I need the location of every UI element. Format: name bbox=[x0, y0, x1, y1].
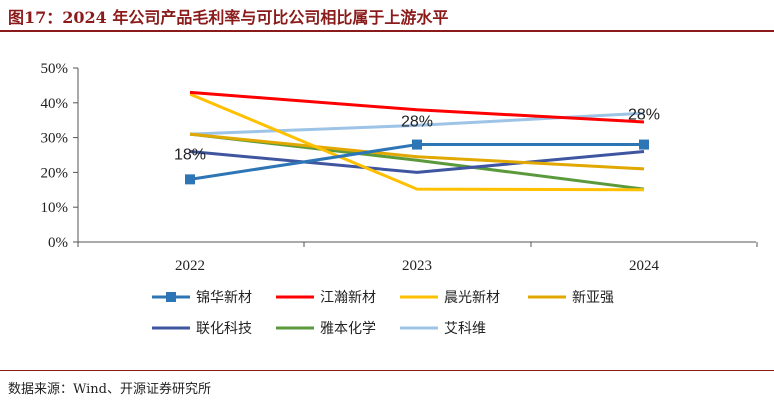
source-note: 数据来源：Wind、开源证券研究所 bbox=[8, 382, 211, 397]
legend-label: 雅本化学 bbox=[320, 321, 376, 337]
chart-series bbox=[185, 90, 649, 192]
x-tick-label: 2023 bbox=[402, 258, 432, 274]
y-tick-label: 20% bbox=[41, 165, 69, 181]
y-tick-label: 30% bbox=[41, 131, 69, 147]
data-label: 18% bbox=[174, 146, 206, 163]
series-line-4 bbox=[189, 132, 645, 171]
x-tick-label: 2022 bbox=[175, 258, 205, 274]
legend-label: 新亚强 bbox=[572, 290, 614, 306]
legend-label: 艾科维 bbox=[444, 321, 486, 337]
legend-label: 锦华新材 bbox=[196, 289, 252, 306]
series-line-3 bbox=[189, 92, 645, 192]
data-label: 28% bbox=[401, 114, 433, 131]
legend-label: 联化科技 bbox=[196, 321, 252, 337]
x-axis-ticks: 2022 2023 2024 bbox=[77, 242, 758, 274]
title-rule bbox=[0, 30, 774, 32]
series-line-1 bbox=[189, 143, 644, 181]
series-point-marker bbox=[185, 174, 195, 185]
y-tick-label: 0% bbox=[48, 235, 68, 251]
chart-axes bbox=[77, 68, 756, 243]
line-chart: 0% 10% 20% 30% 40% 50% 2022 2023 2024 18% 28% 28%… bbox=[41, 61, 758, 337]
data-label: 28% bbox=[628, 107, 660, 124]
x-tick-label: 2024 bbox=[629, 258, 660, 274]
legend-label: 晨光新材 bbox=[444, 290, 500, 306]
y-tick-label: 40% bbox=[41, 96, 69, 112]
legend-marker bbox=[166, 292, 176, 302]
y-tick-label: 10% bbox=[41, 200, 69, 216]
series-line-2 bbox=[189, 90, 645, 124]
source-rule bbox=[0, 370, 774, 371]
figure-title: 图17：2024 年公司产品毛利率与可比公司相比属于上游水平 bbox=[8, 8, 449, 27]
series-line-5 bbox=[189, 150, 645, 174]
data-labels: 18% 28% 28% bbox=[174, 107, 660, 164]
series-point-marker bbox=[412, 139, 422, 150]
y-axis-ticks: 0% 10% 20% 30% 40% 50% bbox=[41, 61, 78, 251]
y-tick-label: 50% bbox=[41, 61, 69, 77]
legend-label: 江瀚新材 bbox=[320, 290, 376, 306]
series-point-marker bbox=[639, 139, 649, 150]
